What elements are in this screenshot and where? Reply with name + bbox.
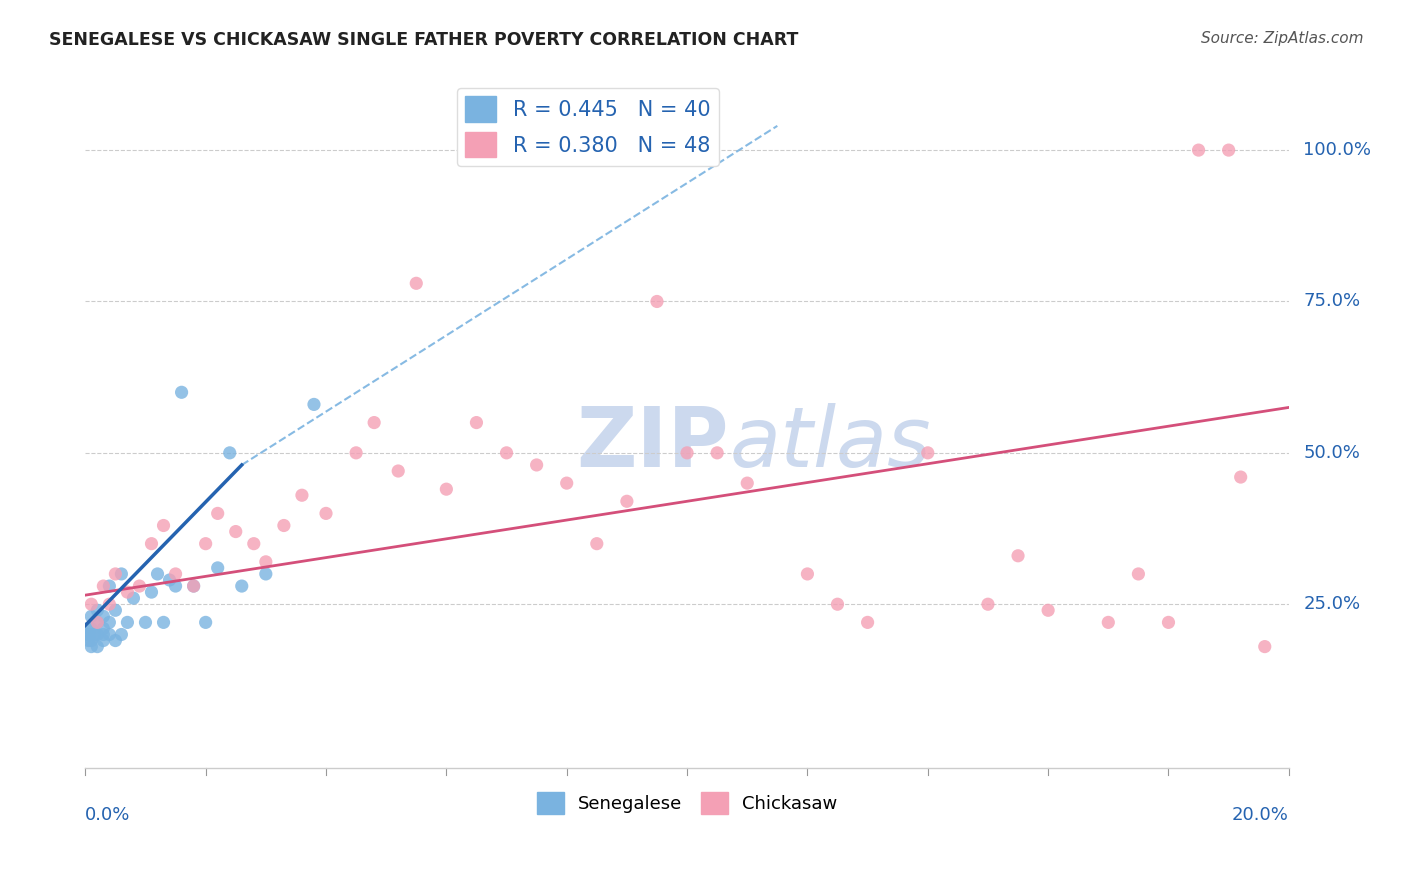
Text: SENEGALESE VS CHICKASAW SINGLE FATHER POVERTY CORRELATION CHART: SENEGALESE VS CHICKASAW SINGLE FATHER PO… (49, 31, 799, 49)
Point (77, 622, 100, 636)
Point (98, 579, 121, 593)
Point (1097, 615, 1119, 630)
Point (93, 633, 115, 648)
Point (183, 579, 205, 593)
Point (98, 627, 121, 641)
Point (104, 603, 127, 617)
Point (122, 591, 145, 606)
Point (254, 555, 277, 569)
Point (291, 488, 314, 502)
Text: 100.0%: 100.0% (1303, 141, 1371, 159)
Point (676, 446, 699, 460)
Point (183, 579, 205, 593)
Point (170, 385, 193, 400)
Point (1007, 549, 1029, 563)
Point (1229, 470, 1251, 484)
Point (152, 518, 174, 533)
Point (1218, 143, 1240, 157)
Point (977, 597, 1000, 611)
Point (110, 627, 132, 641)
Text: atlas: atlas (730, 403, 931, 483)
Legend: Senegalese, Chickasaw: Senegalese, Chickasaw (530, 784, 845, 821)
Point (104, 633, 127, 648)
Point (194, 536, 217, 550)
Point (80, 622, 103, 636)
Point (128, 579, 150, 593)
Point (93, 622, 115, 636)
Point (465, 416, 488, 430)
Text: 50.0%: 50.0% (1303, 444, 1360, 462)
Point (141, 585, 163, 599)
Point (86, 603, 108, 617)
Point (218, 446, 240, 460)
Point (1036, 603, 1059, 617)
Text: 25.0%: 25.0% (1303, 595, 1361, 613)
Point (83, 627, 105, 641)
Point (273, 518, 295, 533)
Point (645, 294, 668, 309)
Point (86, 615, 108, 630)
Point (86, 615, 108, 630)
Point (86, 627, 108, 641)
Text: 0.0%: 0.0% (86, 805, 131, 823)
Point (93, 609, 115, 624)
Point (706, 446, 728, 460)
Point (134, 615, 156, 630)
Point (555, 476, 578, 491)
Point (80, 597, 103, 611)
Point (77, 627, 100, 641)
Text: 20.0%: 20.0% (1232, 805, 1289, 823)
Text: Source: ZipAtlas.com: Source: ZipAtlas.com (1201, 31, 1364, 46)
Point (1254, 640, 1277, 654)
Point (207, 507, 229, 521)
Point (152, 615, 174, 630)
Point (856, 615, 879, 630)
Point (243, 536, 266, 550)
Point (796, 566, 818, 581)
Point (405, 277, 427, 291)
Point (225, 524, 247, 539)
Point (98, 615, 121, 630)
Point (315, 507, 337, 521)
Point (98, 597, 121, 611)
Point (104, 566, 127, 581)
Point (80, 633, 103, 648)
Point (117, 585, 139, 599)
Point (77, 633, 100, 648)
Point (159, 573, 181, 587)
Point (254, 566, 277, 581)
Point (302, 397, 325, 411)
Point (387, 464, 409, 478)
Point (93, 627, 115, 641)
Point (495, 446, 517, 460)
Point (616, 494, 638, 508)
Point (117, 615, 139, 630)
Point (165, 566, 187, 581)
Point (86, 640, 108, 654)
Point (93, 579, 115, 593)
Point (585, 536, 607, 550)
Point (827, 597, 849, 611)
Text: ZIP: ZIP (576, 403, 730, 483)
Point (207, 561, 229, 575)
Point (434, 482, 457, 496)
Point (1157, 615, 1180, 630)
Point (344, 446, 367, 460)
Point (110, 566, 132, 581)
Point (231, 579, 253, 593)
Point (363, 416, 385, 430)
Point (194, 615, 217, 630)
Point (526, 458, 548, 472)
Text: 75.0%: 75.0% (1303, 293, 1361, 310)
Point (79, 627, 101, 641)
Point (165, 579, 187, 593)
Point (80, 609, 103, 624)
Point (735, 476, 758, 491)
Point (917, 446, 939, 460)
Point (80, 640, 103, 654)
Point (1128, 566, 1150, 581)
Point (141, 536, 163, 550)
Point (1187, 143, 1209, 157)
Point (146, 566, 169, 581)
